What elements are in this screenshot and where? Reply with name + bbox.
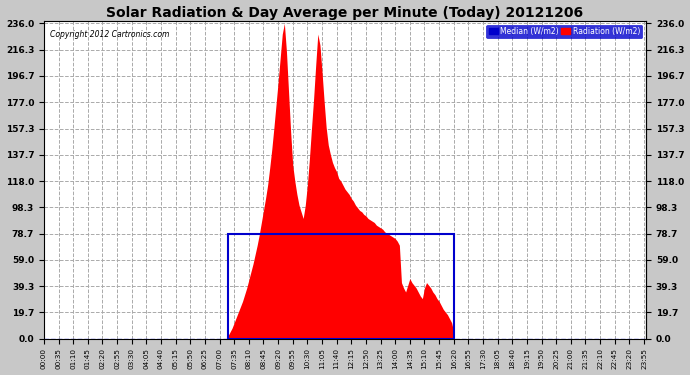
Title: Solar Radiation & Day Average per Minute (Today) 20121206: Solar Radiation & Day Average per Minute… xyxy=(106,6,584,20)
Text: Copyright 2012 Cartronics.com: Copyright 2012 Cartronics.com xyxy=(50,30,169,39)
Bar xyxy=(228,234,454,339)
Legend: Median (W/m2), Radiation (W/m2): Median (W/m2), Radiation (W/m2) xyxy=(486,24,642,38)
